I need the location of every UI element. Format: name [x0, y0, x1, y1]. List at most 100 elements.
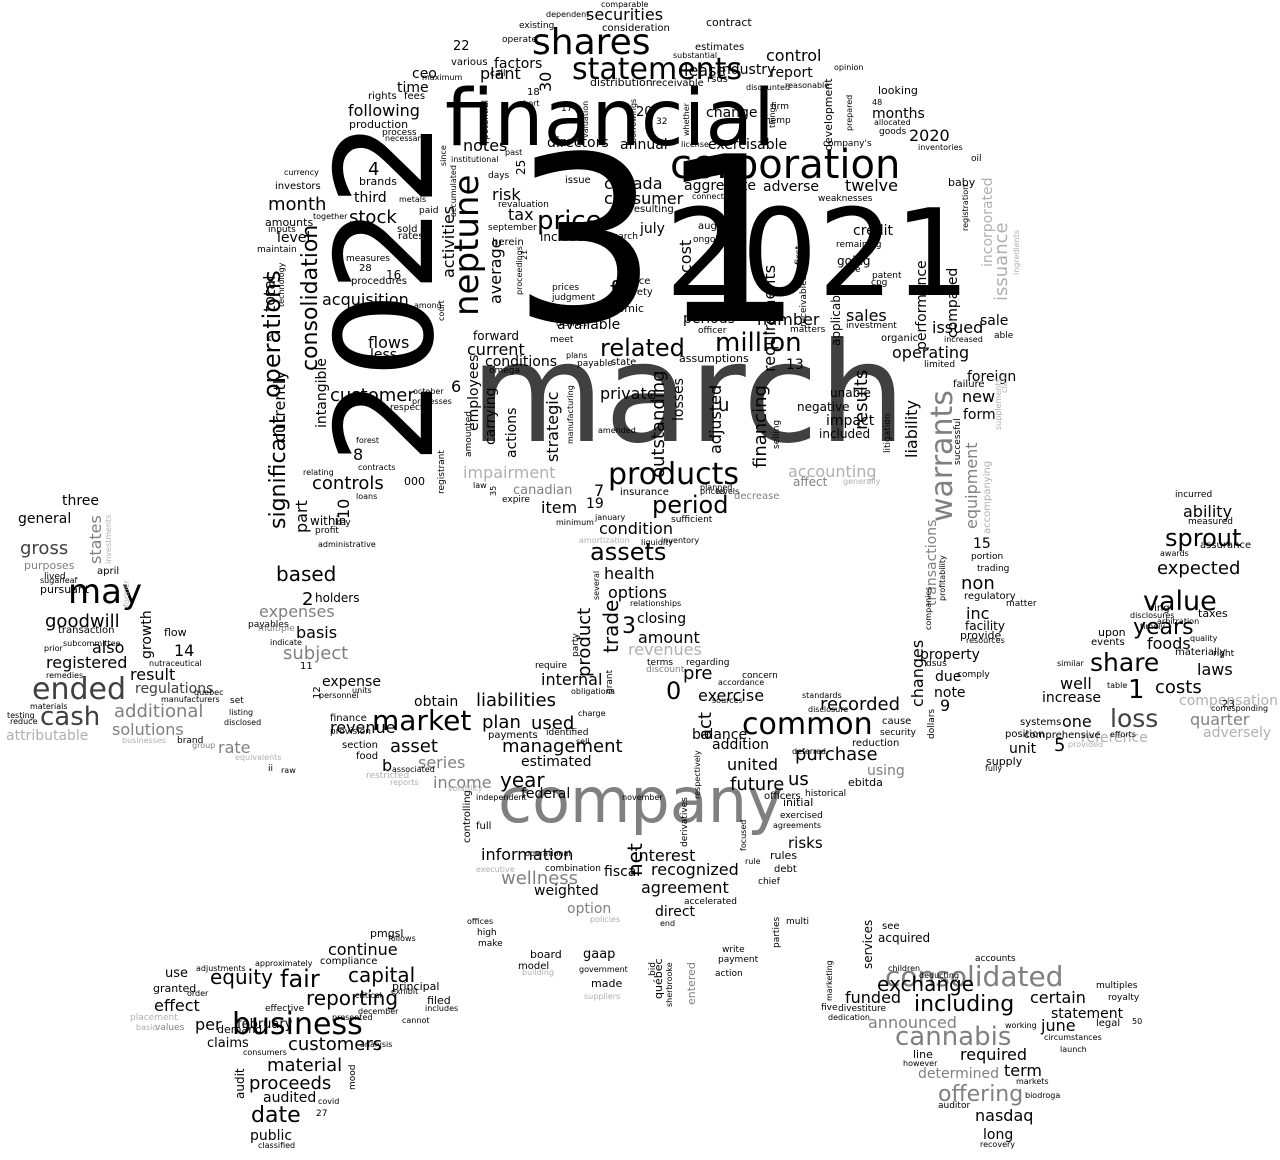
word-50: 50: [1132, 1017, 1143, 1026]
word-accounts: accounts: [975, 954, 1016, 964]
word-accelerated: accelerated: [684, 897, 737, 907]
word-requirements: requirements: [760, 264, 779, 372]
word-june: june: [1041, 1016, 1076, 1035]
word-exercised: exercised: [780, 811, 823, 821]
word-sugarleaf: sugarleaf: [40, 576, 78, 585]
word-income: income: [433, 773, 492, 792]
word-otherwise: otherwise: [365, 357, 405, 366]
word-continue: continue: [328, 940, 398, 959]
word-quebec: quebec: [194, 688, 224, 697]
word-period: period: [652, 491, 729, 519]
word-offering: offering: [938, 1082, 1024, 1107]
word-2: 2: [302, 589, 314, 610]
word-securities: securities: [586, 5, 664, 24]
word-investors: investors: [275, 181, 321, 192]
word-indicate: indicate: [270, 638, 302, 647]
word-exercisable: exercisable: [708, 137, 788, 153]
word-9: 9: [940, 696, 951, 715]
word-customers: customers: [288, 1034, 383, 1055]
word-assumptions: assumptions: [679, 352, 749, 365]
word-former: former: [122, 580, 131, 607]
word-end: end: [660, 919, 676, 928]
word-purposes: purposes: [24, 559, 75, 572]
word-3: 3: [622, 614, 636, 639]
word-events: events: [1091, 637, 1125, 648]
word-attributable: attributable: [6, 728, 89, 744]
word-follows: follows: [388, 934, 416, 943]
word-auditor: auditor: [938, 1101, 971, 1111]
word-plans: plans: [566, 351, 588, 360]
word-key: key: [335, 518, 351, 528]
word-district: district: [556, 319, 588, 329]
word-facility: facility: [965, 619, 1005, 633]
word-insurance: insurance: [620, 487, 669, 498]
word-fully: fully: [985, 764, 1003, 773]
word-1: 1: [1128, 675, 1145, 705]
word-financing: financing: [750, 385, 771, 468]
word-short: short: [519, 99, 540, 108]
word-three: three: [62, 493, 100, 509]
word-listing: listing: [229, 708, 254, 717]
word-fees: fees: [404, 91, 426, 102]
word-material: material: [267, 1055, 343, 1076]
word-remedies: remedies: [46, 671, 84, 680]
word-25: 25: [514, 159, 528, 175]
word-19: 19: [586, 496, 604, 512]
word-state: state: [611, 357, 637, 368]
word-required: required: [960, 1045, 1028, 1064]
word-conditions: conditions: [485, 354, 558, 370]
word-royalty: royalty: [1108, 993, 1140, 1003]
word-issue: issue: [565, 175, 591, 186]
word-internal: internal: [541, 670, 603, 689]
word-nasdaq: nasdaq: [975, 1106, 1034, 1125]
word-term: term: [1004, 1061, 1042, 1080]
word-matters: matters: [790, 325, 826, 335]
word-amounted: amounted: [464, 411, 474, 457]
word-classified: classified: [258, 1141, 296, 1150]
word-consolidation: consolidation: [298, 224, 323, 371]
word-reduction: reduction: [852, 738, 900, 749]
word-action: action: [715, 969, 743, 979]
word-chief: chief: [758, 877, 780, 887]
word-aggregate: aggregate: [684, 178, 756, 194]
word-government: government: [579, 965, 628, 974]
word-applicable: applicable: [829, 284, 843, 346]
word-investment: investment: [846, 321, 897, 331]
word-dedication: dedication: [828, 1013, 870, 1022]
word-current: current: [467, 340, 525, 359]
word-laws: laws: [1197, 660, 1233, 679]
word-expense: expense: [322, 674, 381, 690]
word-portion: portion: [971, 552, 1004, 562]
word-cash: cash: [40, 702, 101, 732]
word-granted: granted: [153, 982, 197, 995]
word-twelve: twelve: [845, 176, 898, 195]
word-annual: annual: [620, 137, 668, 153]
word-quarter: quarter: [1190, 710, 1250, 729]
word-u: u: [718, 395, 730, 416]
word-trade: trade: [599, 599, 623, 653]
word-foods: foods: [1147, 634, 1191, 653]
word-negative: negative: [797, 400, 850, 414]
word-personal: personal: [712, 309, 751, 319]
word-consideration: consideration: [602, 23, 670, 34]
word-holders: holders: [315, 591, 360, 605]
word-several: several: [592, 570, 601, 600]
word-able: able: [994, 331, 1014, 341]
word-deferred: deferred: [792, 747, 826, 756]
word-placement: placement: [130, 1013, 178, 1023]
word-use: use: [165, 966, 189, 981]
word-48: 48: [872, 98, 883, 107]
word-units: units: [352, 686, 372, 695]
word-critical: critical: [355, 991, 382, 1000]
word-adversely: adversely: [1203, 725, 1272, 741]
word-policies: policies: [590, 915, 621, 924]
word-finance: finance: [330, 713, 367, 724]
word-6: 6: [451, 377, 462, 396]
word-december: december: [358, 1007, 399, 1016]
word-call: call: [490, 69, 506, 79]
word-marketing: marketing: [825, 960, 834, 1001]
word-oil: oil: [971, 154, 982, 164]
word-also: also: [92, 638, 125, 657]
word-series: series: [418, 753, 466, 772]
